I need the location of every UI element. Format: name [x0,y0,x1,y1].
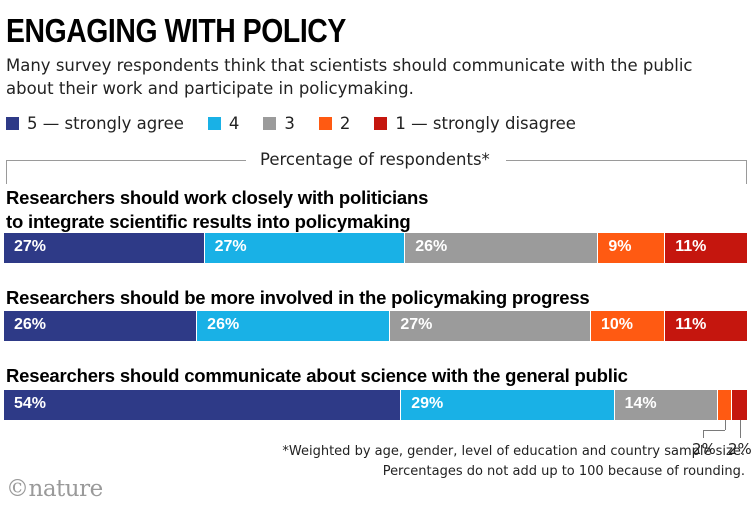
bar-segment: 26% [405,233,599,263]
bar-segment [732,390,747,420]
bar-row: 54% 29% 14% [4,390,747,420]
callout-line [703,430,704,438]
bar-segment: 10% [590,311,666,341]
axis-bracket-left-tick [6,160,7,184]
bar-segment: 26% [4,311,198,341]
axis-label: Percentage of respondents* [256,150,494,169]
data-label: 26% [207,316,240,333]
chart-subtitle: Many survey respondents think that scien… [6,56,693,98]
bar-row: 27% 27% 26% 9% 11% [4,233,747,263]
bar-segment: 14% [614,390,718,420]
legend-swatch [374,117,388,130]
legend-swatch [207,117,221,130]
bar-segment: 9% [598,233,666,263]
legend-label: 5 — strongly agree [27,114,184,133]
bar-segment: 27% [4,233,205,263]
footnote-line-1: *Weighted by age, gender, level of educa… [282,444,745,459]
bar-segment: 11% [665,311,747,341]
callout-line [740,420,741,438]
data-label: 54% [14,395,47,412]
legend-item: 4 [207,114,240,133]
footnote-line-2: Percentages do not add up to 100 because… [382,464,745,479]
data-label: 27% [400,316,433,333]
legend-item: 5 — strongly agree [6,114,184,133]
data-label: 27% [214,238,247,255]
bar-segment: 54% [4,390,402,420]
legend-item: 3 [263,114,295,133]
footnote: *Weighted by age, gender, level of educa… [282,442,745,482]
data-label: 14% [624,395,657,412]
data-label: 10% [600,316,633,333]
category-label: Researchers should work closely with pol… [6,187,429,232]
data-label: 11% [675,316,707,333]
axis-bracket-right-tick [746,160,747,184]
legend-item: 1 — strongly disagree [374,114,576,133]
legend-label: 1 — strongly disagree [395,114,576,133]
data-label: 26% [415,238,448,255]
nature-logo: ©nature [6,476,103,502]
legend-label: 2 [339,114,351,133]
axis-bracket-right [506,160,747,161]
bar-segment: 27% [204,233,406,263]
legend-label: 3 [284,114,295,133]
legend-label: 4 [228,114,240,133]
data-label-callout: 2% [728,440,751,458]
chart-title: ENGAGING WITH POLICY [6,12,346,49]
legend-swatch [6,117,19,130]
data-label-callout: 2% [692,440,716,458]
bar-segment: 27% [390,311,591,341]
legend: 5 — strongly agree 4 3 2 1 — strongly disagr… [6,114,600,133]
data-label: 29% [411,395,444,412]
bar-segment: 11% [665,233,747,263]
data-label: 26% [14,316,47,333]
category-label: Researchers should communicate about sci… [6,365,628,386]
callout-line [725,420,726,430]
legend-swatch [318,117,332,130]
axis-bracket-left [6,160,246,161]
callout-line [703,430,725,431]
bar-segment: 29% [401,390,615,420]
data-label: 27% [14,238,47,255]
legend-swatch [263,117,277,130]
category-label: Researchers should be more involved in t… [6,287,590,308]
data-label: 11% [675,238,707,255]
bar-segment: 26% [197,311,391,341]
legend-item: 2 [318,114,351,133]
bar-row: 26% 26% 27% 10% 11% [4,311,747,341]
data-label: 9% [608,238,632,255]
bar-segment [717,390,733,420]
